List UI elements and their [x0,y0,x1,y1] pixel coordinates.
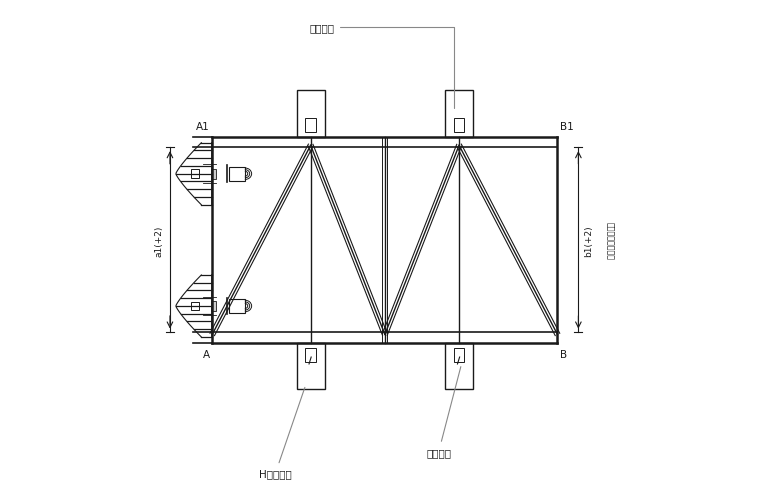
Bar [211,169,217,179]
Text: 保证钐管中心距离: 保证钐管中心距离 [605,222,614,259]
Text: b1(+2): b1(+2) [584,224,594,256]
Bar [296,91,325,137]
Text: A: A [203,349,210,359]
Text: B1: B1 [560,122,574,131]
Bar [296,344,325,389]
Bar [192,170,198,179]
Bar [454,348,464,362]
Bar [192,302,198,311]
Bar [445,344,473,389]
Bar [306,348,316,362]
Text: a1(+2): a1(+2) [155,224,163,256]
Text: H型钐刹件: H型钐刹件 [259,387,305,478]
Text: A1: A1 [196,122,210,131]
Bar [230,167,245,181]
Bar [445,91,473,137]
Bar [454,119,464,133]
Text: 固定榆子: 固定榆子 [426,367,461,457]
Text: 固定挡块: 固定挡块 [309,23,454,109]
Text: B: B [560,349,567,359]
Bar [306,119,316,133]
Bar [230,300,245,313]
Bar [211,302,217,311]
